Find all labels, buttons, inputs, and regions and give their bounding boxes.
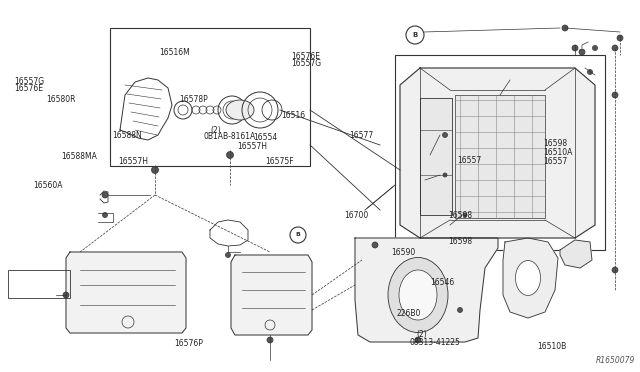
Text: 16598: 16598 bbox=[448, 211, 472, 219]
Circle shape bbox=[372, 242, 378, 248]
Circle shape bbox=[612, 267, 618, 273]
Text: 16510A: 16510A bbox=[543, 148, 572, 157]
Circle shape bbox=[442, 132, 447, 138]
Circle shape bbox=[572, 45, 578, 51]
Polygon shape bbox=[400, 68, 595, 238]
Text: (2): (2) bbox=[210, 126, 221, 135]
Polygon shape bbox=[503, 238, 558, 318]
Circle shape bbox=[267, 337, 273, 343]
Circle shape bbox=[443, 173, 447, 177]
Circle shape bbox=[463, 213, 467, 217]
Circle shape bbox=[562, 25, 568, 31]
Circle shape bbox=[63, 292, 69, 298]
Text: 16546: 16546 bbox=[430, 278, 454, 287]
Circle shape bbox=[458, 308, 463, 312]
Text: 16577: 16577 bbox=[349, 131, 373, 140]
Text: B: B bbox=[412, 32, 418, 38]
Text: 16510B: 16510B bbox=[538, 342, 567, 351]
Circle shape bbox=[612, 92, 618, 98]
Polygon shape bbox=[231, 255, 312, 335]
Text: 16576E: 16576E bbox=[291, 52, 320, 61]
Circle shape bbox=[227, 151, 234, 158]
Circle shape bbox=[415, 337, 421, 343]
Text: 16557G: 16557G bbox=[14, 77, 44, 86]
Text: 16598: 16598 bbox=[543, 139, 567, 148]
Text: 16557H: 16557H bbox=[118, 157, 148, 166]
Polygon shape bbox=[560, 240, 592, 268]
Circle shape bbox=[406, 26, 424, 44]
Circle shape bbox=[225, 253, 230, 257]
Polygon shape bbox=[355, 238, 498, 342]
Bar bbox=[8, 270, 70, 298]
Text: 16575F: 16575F bbox=[266, 157, 294, 166]
Circle shape bbox=[588, 70, 593, 74]
Text: 16588N: 16588N bbox=[112, 131, 141, 140]
Text: 16598: 16598 bbox=[448, 237, 472, 246]
Bar bbox=[395, 55, 605, 250]
Text: 16588MA: 16588MA bbox=[61, 152, 97, 161]
Ellipse shape bbox=[388, 257, 448, 333]
Text: 16516: 16516 bbox=[282, 111, 306, 120]
Polygon shape bbox=[420, 98, 452, 215]
Text: R1650079: R1650079 bbox=[596, 356, 635, 365]
Text: 226B0: 226B0 bbox=[397, 309, 421, 318]
Circle shape bbox=[579, 49, 585, 55]
Text: 16557: 16557 bbox=[458, 156, 482, 165]
Text: 16590: 16590 bbox=[392, 248, 416, 257]
Ellipse shape bbox=[226, 100, 254, 120]
Circle shape bbox=[612, 45, 618, 51]
Bar bbox=[455, 95, 545, 218]
Circle shape bbox=[102, 192, 108, 198]
Text: 16557G: 16557G bbox=[291, 60, 321, 68]
Text: 16576P: 16576P bbox=[174, 339, 204, 348]
Text: 16578P: 16578P bbox=[179, 95, 208, 104]
Text: 08313-41225: 08313-41225 bbox=[410, 338, 460, 347]
Circle shape bbox=[152, 167, 159, 173]
Text: 16554: 16554 bbox=[253, 133, 277, 142]
Text: 16576E: 16576E bbox=[14, 84, 43, 93]
Polygon shape bbox=[66, 252, 186, 333]
Text: B: B bbox=[296, 232, 300, 237]
Circle shape bbox=[593, 45, 598, 51]
Text: 0B1AB-8161A: 0B1AB-8161A bbox=[204, 132, 256, 141]
Circle shape bbox=[617, 35, 623, 41]
Text: 16580R: 16580R bbox=[46, 95, 76, 104]
Circle shape bbox=[290, 227, 306, 243]
Text: 16560A: 16560A bbox=[33, 182, 63, 190]
Ellipse shape bbox=[515, 260, 541, 295]
Text: 16557: 16557 bbox=[543, 157, 567, 166]
Ellipse shape bbox=[399, 270, 437, 320]
Circle shape bbox=[102, 212, 108, 218]
Text: (2): (2) bbox=[417, 330, 428, 339]
Text: 16557H: 16557H bbox=[237, 142, 267, 151]
Bar bbox=[110, 28, 310, 166]
Text: 16700: 16700 bbox=[344, 211, 369, 220]
Text: 16516M: 16516M bbox=[159, 48, 189, 57]
